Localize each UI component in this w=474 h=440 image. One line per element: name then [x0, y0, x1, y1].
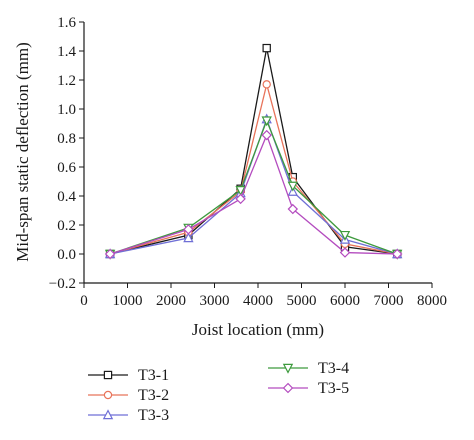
- y-tick-label: 0.4: [57, 189, 76, 205]
- legend-marker: [103, 390, 113, 400]
- legend-item: T3-1: [88, 367, 169, 384]
- data-point: [287, 181, 298, 192]
- y-tick-label: 1.0: [57, 102, 76, 118]
- x-tick-label: 2000: [156, 293, 186, 309]
- legend-marker: [103, 370, 113, 380]
- x-tick-label: 4000: [243, 293, 273, 309]
- y-axis-label: Mid-span static deflection (mm): [13, 42, 32, 262]
- data-point: [339, 247, 351, 258]
- data-point: [183, 224, 194, 235]
- data-point: [104, 248, 116, 260]
- legend-marker: [282, 382, 294, 394]
- legend-item: T3-4: [268, 360, 349, 377]
- y-tick-label: 0.0: [57, 247, 76, 263]
- legend-item: T3-5: [268, 380, 349, 397]
- series-t3-1: [105, 43, 402, 259]
- data-point: [261, 116, 272, 127]
- legend-label: T3-4: [318, 360, 349, 377]
- data-point: [287, 203, 299, 215]
- series-t3-2: [105, 80, 402, 259]
- data-point: [262, 80, 271, 89]
- series-t3-5: [104, 129, 403, 260]
- legend-item: T3-2: [88, 387, 169, 404]
- data-point: [261, 129, 272, 141]
- x-tick-label: 7000: [374, 293, 404, 309]
- x-tick-label: 8000: [417, 293, 447, 309]
- legend-label: T3-5: [318, 380, 349, 397]
- data-point: [262, 43, 271, 53]
- x-tick-label: 6000: [330, 293, 360, 309]
- x-tick-label: 3000: [200, 293, 230, 309]
- y-tick-label: 0.8: [57, 131, 76, 147]
- data-point: [339, 230, 351, 241]
- data-point: [235, 193, 246, 205]
- y-tick-label: 0.6: [57, 160, 76, 176]
- legend-item: T3-3: [88, 407, 169, 424]
- legend: T3-1 T3-2 T3-3 T3-4 T3-5: [88, 360, 349, 424]
- series-line: [109, 84, 398, 255]
- y-tick-label: 1.4: [57, 44, 76, 60]
- data-point: [183, 232, 194, 243]
- x-tick-label: 5000: [287, 293, 317, 309]
- data-point: [235, 186, 246, 196]
- series-line: [109, 47, 398, 255]
- series-line: [109, 133, 398, 255]
- plot-axes: [83, 22, 432, 284]
- x-axis-label: Joist location (mm): [192, 320, 324, 339]
- y-tick-label: 1.6: [57, 15, 76, 31]
- legend-marker: [282, 363, 294, 374]
- y-tick-label: 1.2: [57, 73, 76, 89]
- legend-label: T3-3: [138, 407, 169, 424]
- x-tick-label: 1000: [113, 293, 143, 309]
- axis-ticks: 0 1000 2000 3000 4000 5000 6000 7000 8000 −0.2 0.0…: [49, 15, 447, 309]
- legend-label: T3-1: [138, 367, 169, 384]
- data-point: [391, 248, 403, 260]
- y-tick-label: −0.2: [49, 276, 76, 292]
- series-layer: [104, 43, 403, 260]
- legend-label: T3-2: [138, 387, 169, 404]
- legend-marker: [102, 409, 114, 420]
- y-tick-label: 0.2: [57, 218, 76, 234]
- x-tick-label: 0: [80, 293, 88, 309]
